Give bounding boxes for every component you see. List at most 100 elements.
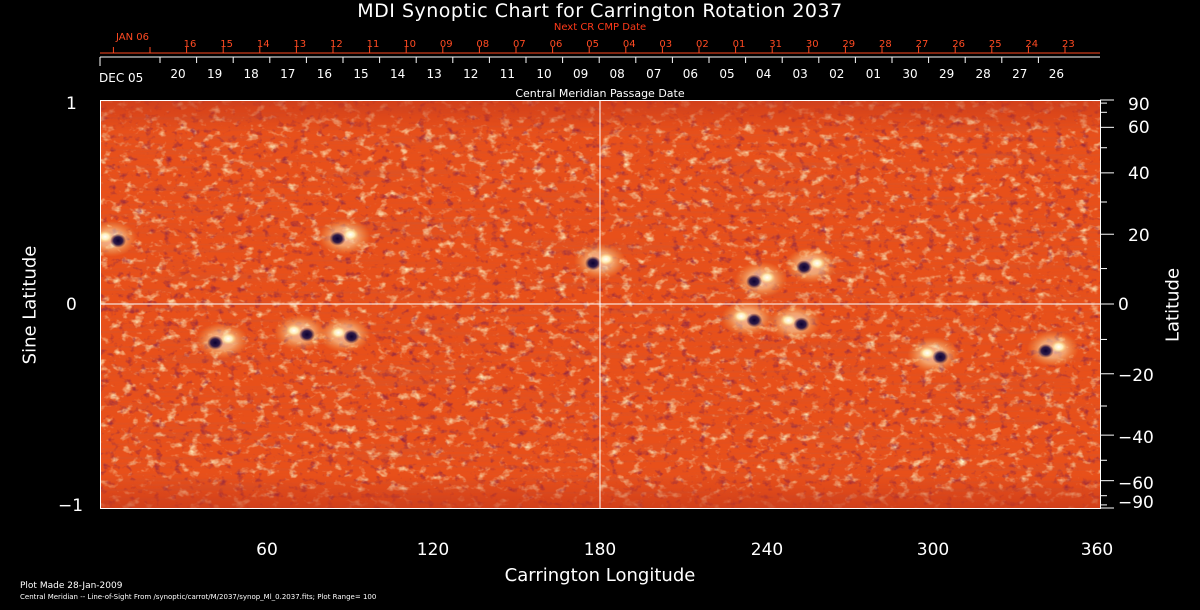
cmp-date-tick-group: 20 19 18 17 16 15 14 13 12 11 10 09 08 07 06 05 04 03 02 01… [99,56,1100,81]
footer-plot-made: Plot Made 28-Jan-2009 [20,581,123,591]
negative-polarity [796,260,813,275]
negative-polarity [746,313,763,328]
next-cmp-tick-label: 06 [550,39,563,50]
next-cmp-tick-label: 31 [769,39,782,50]
lat-tick-60: 60 [1128,118,1150,138]
next-cmp-tick-label: 05 [586,39,599,50]
bottom-axis-title: Carrington Longitude [504,565,696,586]
lat-tick-40: 40 [1128,164,1150,184]
next-cmp-tick-label: 08 [476,39,489,50]
lat-tick-20: 20 [1128,226,1150,246]
active-regions-group [100,218,1079,373]
negative-polarity [1037,343,1054,358]
next-cmp-tick-label: 27 [916,39,929,50]
lat-tick-minus20: −20 [1118,366,1154,386]
negative-polarity [746,274,763,289]
next-cmp-tick-label: 28 [879,39,892,50]
active-region [785,247,838,284]
cmp-tick-label: 12 [463,67,478,81]
positive-polarity [733,310,750,323]
cmp-tick-label: 14 [390,67,405,81]
cmp-tick-label: 27 [1012,67,1027,81]
next-cmp-tick-label: 24 [1025,39,1038,50]
lon-tick-60: 60 [256,540,278,560]
negative-polarity [793,317,810,332]
positive-polarity [759,271,776,284]
lon-tick-300: 300 [916,540,950,560]
left-axis-title: Sine Latitude [19,245,41,365]
active-region [318,218,371,255]
next-cmp-tick-label: 25 [989,39,1002,50]
cmp-tick-label: 04 [756,67,771,81]
active-region [274,314,326,351]
next-cmp-tick-label: 12 [330,39,343,50]
active-region [318,316,371,353]
lat-tick-minus90: −90 [1118,493,1154,513]
cmp-tick-label: 03 [793,67,808,81]
sine-lat-tick-top: 1 [66,94,77,114]
positive-polarity [100,230,114,243]
cmp-tick-label: 02 [829,67,844,81]
next-cmp-tick-label: 15 [220,39,233,50]
active-region [196,322,249,359]
negative-polarity [110,233,127,248]
cmp-tick-label: 09 [573,67,588,81]
next-cmp-tick-label: 04 [623,39,636,50]
active-region [735,261,788,298]
sine-lat-tick-bottom: −1 [58,496,84,516]
next-cmp-tick-label: 13 [293,39,306,50]
synoptic-map [100,100,1100,508]
next-cmp-tick-label: 07 [513,39,526,50]
next-cmp-start-label: JAN 06 [116,32,149,43]
next-cmp-tick-group: 16 15 14 13 12 11 10 09 08 07 06 05 04 03 02 01 31 30 29 28… [100,39,1100,54]
next-cmp-tick-label: 30 [806,39,819,50]
active-region [907,337,960,373]
lat-tick-minus60: −60 [1118,474,1154,494]
positive-polarity [220,332,237,345]
positive-polarity [1050,340,1067,353]
positive-polarity [809,257,826,270]
active-region [1026,330,1079,367]
cmp-tick-label: 20 [170,67,185,81]
positive-polarity [342,228,359,241]
cmp-tick-label: 10 [536,67,551,81]
negative-polarity [585,256,601,271]
next-cmp-tick-label: 23 [1062,39,1075,50]
positive-polarity [598,253,614,266]
cmp-tick-label: 13 [427,67,442,81]
active-region [721,300,774,337]
cmp-tick-label: 07 [646,67,661,81]
cmp-axis-label: Central Meridian Passage Date [515,87,685,100]
next-cmp-tick-label: 02 [696,39,709,50]
next-cmp-tick-label: 09 [440,39,453,50]
negative-polarity [932,350,949,364]
negative-polarity [329,231,346,246]
next-cmp-tick-label: 11 [367,39,380,50]
next-cmp-tick-label: 01 [733,39,746,50]
cmp-tick-label: 19 [207,67,222,81]
cmp-tick-label: 28 [976,67,991,81]
cmp-tick-label: 11 [500,67,515,81]
positive-polarity [919,347,936,359]
positive-polarity [286,324,302,337]
positive-polarity [780,314,797,327]
negative-polarity [343,329,360,344]
magnetogram-image [100,100,1100,508]
next-cmp-tick-label: 03 [659,39,672,50]
next-cmp-tick-label: 14 [257,39,270,50]
next-cmp-tick-label: 26 [952,39,965,50]
cmp-tick-label: 15 [353,67,368,81]
lon-tick-240: 240 [750,540,784,560]
cmp-tick-label: 17 [280,67,295,81]
next-cmp-tick-label: 29 [842,39,855,50]
lat-tick-0: 0 [1118,295,1129,315]
cmp-tick-label: 30 [902,67,917,81]
cmp-tick-label: 29 [939,67,954,81]
cmp-tick-label: 18 [244,67,259,81]
lon-tick-360: 360 [1080,540,1114,560]
next-cmp-tick-label: 16 [184,39,197,50]
right-axis-title: Latitude [1162,267,1184,343]
cmp-tick-label: 26 [1049,67,1064,81]
lat-tick-90: 90 [1128,95,1150,115]
lat-tick-minus40: −40 [1118,428,1154,448]
